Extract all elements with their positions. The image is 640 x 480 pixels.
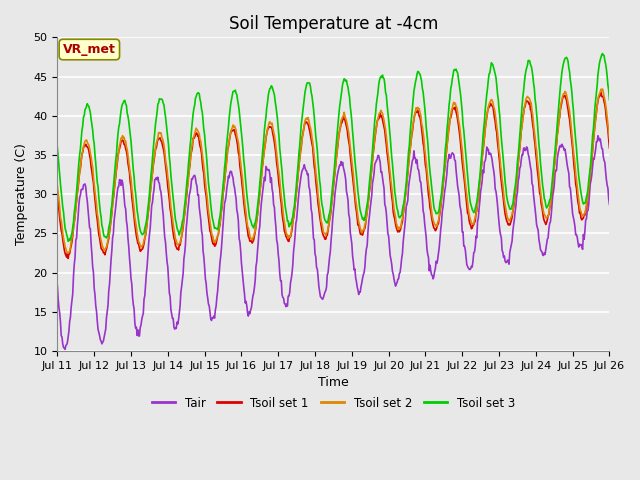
Tair	[380, 180, 387, 186]
Text: VR_met: VR_met	[63, 43, 116, 56]
Tsoil set 2	[64, 251, 72, 256]
Tsoil set 1	[380, 120, 387, 126]
Tsoil set 3	[54, 145, 61, 151]
Tsoil set 1	[556, 115, 563, 120]
Tsoil set 1	[605, 145, 613, 151]
Tsoil set 3	[556, 93, 563, 98]
Tsoil set 2	[598, 86, 606, 92]
Tsoil set 1	[64, 255, 72, 261]
Y-axis label: Temperature (C): Temperature (C)	[15, 144, 28, 245]
Tsoil set 3	[434, 210, 442, 216]
Tair	[54, 283, 61, 289]
Line: Tsoil set 2: Tsoil set 2	[58, 89, 609, 253]
Tair	[594, 133, 602, 139]
Tsoil set 3	[380, 75, 387, 81]
Tsoil set 3	[64, 239, 72, 244]
Tsoil set 1	[326, 217, 333, 223]
Tsoil set 2	[175, 241, 183, 247]
Tsoil set 2	[605, 136, 613, 142]
Tsoil set 3	[175, 232, 183, 238]
X-axis label: Time: Time	[318, 376, 349, 389]
Tair	[61, 347, 69, 352]
Legend: Tair, Tsoil set 1, Tsoil set 2, Tsoil set 3: Tair, Tsoil set 1, Tsoil set 2, Tsoil se…	[147, 392, 520, 414]
Title: Soil Temperature at -4cm: Soil Temperature at -4cm	[228, 15, 438, 33]
Tsoil set 1	[434, 222, 442, 228]
Tsoil set 2	[54, 183, 61, 189]
Tsoil set 2	[556, 113, 563, 119]
Line: Tair: Tair	[58, 136, 609, 349]
Line: Tsoil set 1: Tsoil set 1	[58, 92, 609, 258]
Tair	[434, 256, 442, 262]
Tsoil set 3	[326, 210, 333, 216]
Tsoil set 2	[199, 156, 207, 162]
Tair	[175, 310, 183, 315]
Tsoil set 3	[199, 119, 207, 125]
Tsoil set 2	[434, 219, 442, 225]
Tair	[556, 144, 563, 149]
Tsoil set 1	[597, 89, 605, 95]
Tsoil set 3	[598, 51, 606, 57]
Tsoil set 1	[54, 192, 61, 198]
Tsoil set 3	[605, 97, 613, 103]
Tair	[605, 202, 613, 207]
Tsoil set 2	[326, 216, 333, 222]
Tair	[199, 248, 207, 254]
Tsoil set 2	[380, 114, 387, 120]
Tsoil set 1	[199, 167, 207, 172]
Tair	[326, 254, 333, 260]
Line: Tsoil set 3: Tsoil set 3	[58, 54, 609, 241]
Tsoil set 1	[175, 242, 183, 248]
